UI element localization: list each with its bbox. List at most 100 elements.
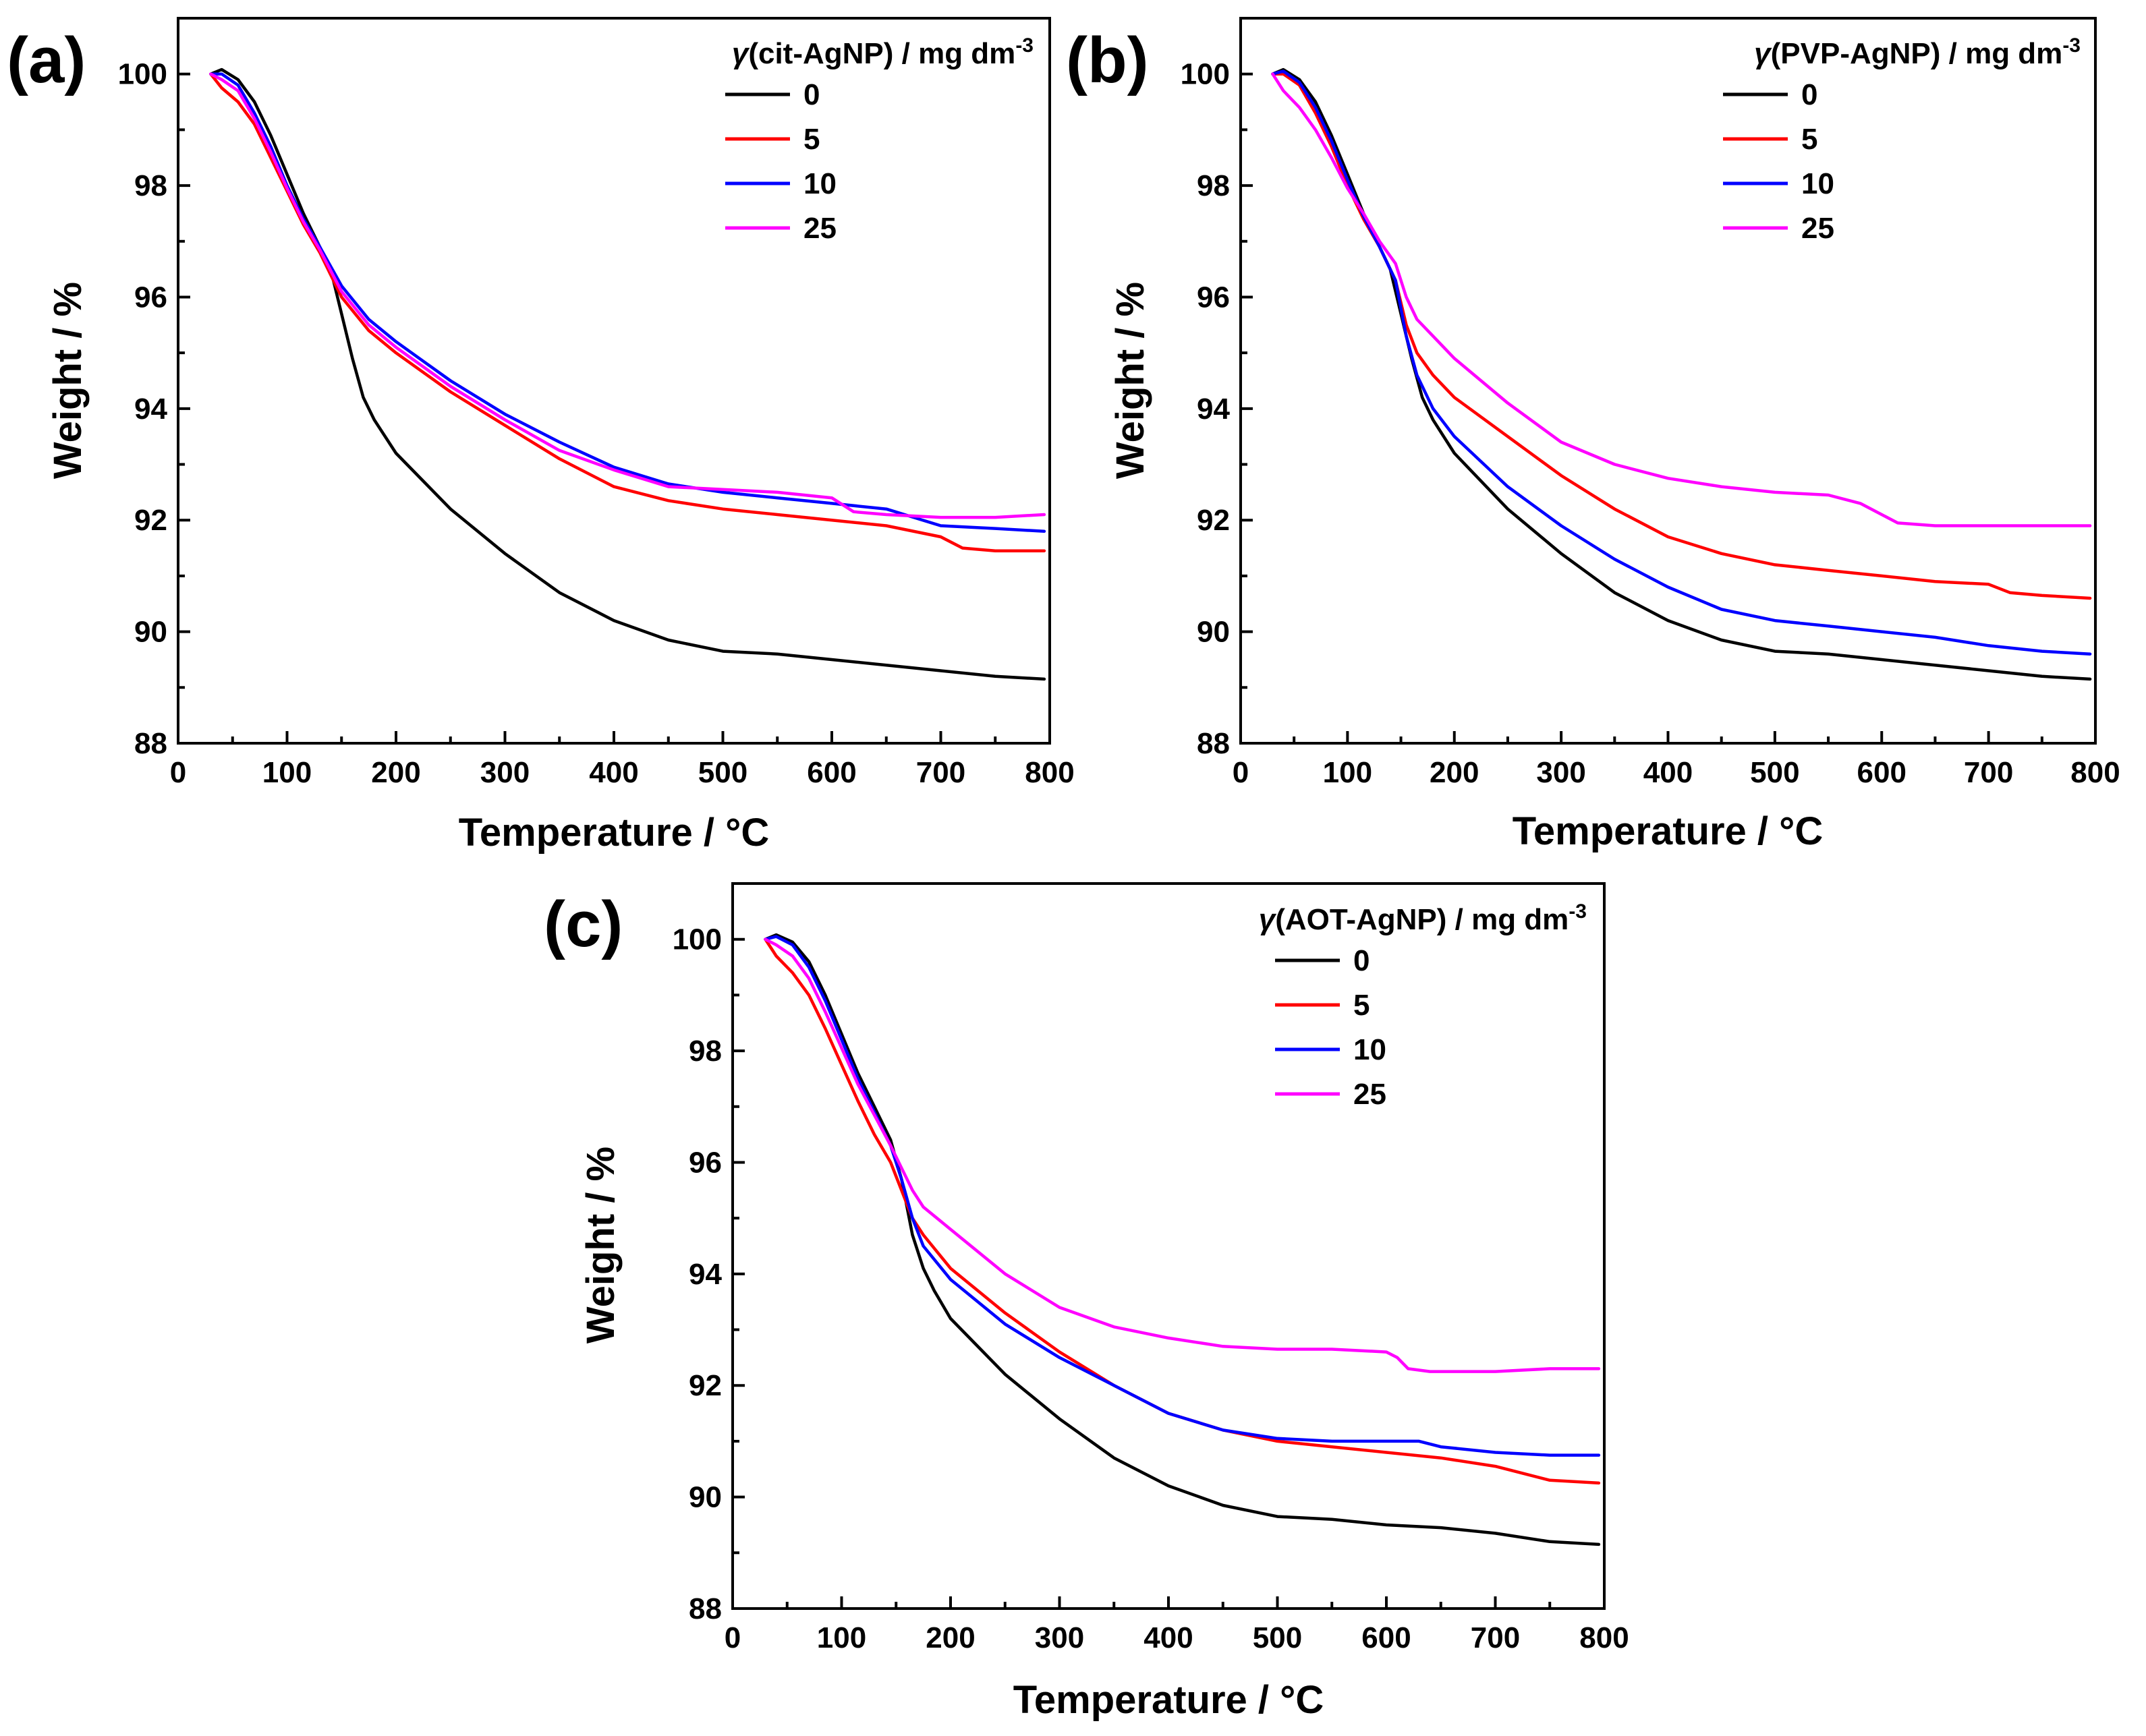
y-tick-label-b: 96 <box>1197 281 1230 314</box>
plot-frame-a <box>177 17 1051 745</box>
x-tick-label-a: 700 <box>916 756 965 789</box>
x-tick-label-c: 800 <box>1579 1621 1629 1654</box>
x-tick-label-b: 100 <box>1323 756 1372 789</box>
legend-label-b-5: 5 <box>1801 123 1817 156</box>
y-tick-label-a: 92 <box>134 504 167 537</box>
x-tick-label-a: 200 <box>371 756 420 789</box>
x-tick-label-b: 400 <box>1643 756 1693 789</box>
x-tick-label-c: 100 <box>817 1621 866 1654</box>
y-tick-label-b: 94 <box>1197 393 1230 426</box>
y-tick-label-b: 88 <box>1197 727 1230 760</box>
series-c-10 <box>764 935 1601 1457</box>
panel-label-b: (b) <box>1066 24 1149 96</box>
x-tick-label-a: 100 <box>262 756 312 789</box>
legend-label-c-5: 5 <box>1353 989 1370 1022</box>
x-tick-label-c: 200 <box>926 1621 975 1654</box>
x-tick-label-a: 500 <box>698 756 747 789</box>
series-c-25 <box>764 937 1601 1373</box>
x-tick-label-b: 600 <box>1857 756 1907 789</box>
series-c-0 <box>764 933 1601 1546</box>
y-tick-label-a: 90 <box>134 616 167 649</box>
legend-gamma-b: γ <box>1754 37 1772 70</box>
y-tick-label-a: 94 <box>134 393 167 426</box>
legend-c: γ(AOT-AgNP) / mg dm-3 0 5 10 25 <box>1259 900 1587 1111</box>
x-tick-label-a: 400 <box>589 756 638 789</box>
series-b-10 <box>1271 69 2092 656</box>
x-axis-title-b: Temperature / °C <box>1513 809 1823 853</box>
series-b-25 <box>1271 72 2092 527</box>
legend-label-b-25: 25 <box>1801 212 1834 245</box>
legend-b: γ(PVP-AgNP) / mg dm-3 0 5 10 25 <box>1723 34 2081 245</box>
y-tick-label-c: 90 <box>689 1481 722 1514</box>
series-b-5 <box>1271 72 2092 600</box>
y-tick-label-b: 92 <box>1197 504 1230 537</box>
legend-title-exp-b: -3 <box>2062 34 2081 57</box>
y-tick-label-c: 94 <box>689 1258 722 1291</box>
plot-frame-b <box>1239 17 2097 745</box>
x-tick-label-c: 0 <box>725 1621 741 1654</box>
x-tick-label-c: 400 <box>1143 1621 1193 1654</box>
legend-title-a: γ(cit-AgNP) / mg dm-3 <box>732 34 1034 70</box>
y-axis-title-a: Weight / % <box>46 282 90 479</box>
y-tick-label-c: 98 <box>689 1035 722 1068</box>
x-tick-label-b: 800 <box>2070 756 2120 789</box>
x-axis-title-c: Temperature / °C <box>1013 1678 1324 1722</box>
x-tick-label-c: 600 <box>1361 1621 1411 1654</box>
panel-label-a: (a) <box>7 24 86 96</box>
y-tick-label-c: 100 <box>673 923 722 956</box>
y-tick-label-b: 98 <box>1197 169 1230 202</box>
legend-title-exp-c: -3 <box>1569 900 1587 923</box>
legend-label-c-25: 25 <box>1353 1078 1386 1111</box>
x-tick-label-b: 200 <box>1430 756 1479 789</box>
legend-label-a-5: 5 <box>803 123 820 156</box>
x-tick-label-c: 300 <box>1035 1621 1084 1654</box>
y-axis-title-c: Weight / % <box>579 1147 623 1343</box>
legend-label-c-0: 0 <box>1353 944 1370 977</box>
legend-label-a-25: 25 <box>803 212 837 245</box>
legend-title-text-b: (PVP-AgNP) / mg dm <box>1771 37 2063 70</box>
legend-label-b-10: 10 <box>1801 167 1834 200</box>
legend-title-exp-a: -3 <box>1015 34 1034 57</box>
legend-gamma-a: γ <box>732 37 750 70</box>
x-tick-label-c: 700 <box>1471 1621 1520 1654</box>
panel-c: (c) 0 100 200 300 400 500 600 700 80088909294969… <box>544 882 1629 1722</box>
x-tick-label-a: 600 <box>807 756 856 789</box>
series-a-5 <box>209 72 1046 552</box>
legend-label-a-10: 10 <box>803 167 837 200</box>
legend-gamma-c: γ <box>1259 903 1277 936</box>
series-a-0 <box>209 67 1046 681</box>
y-tick-label-b: 100 <box>1181 58 1230 91</box>
x-tick-label-a: 800 <box>1025 756 1074 789</box>
x-tick-label-a: 300 <box>480 756 530 789</box>
y-tick-label-a: 96 <box>134 281 167 314</box>
series-b-0 <box>1271 67 2092 681</box>
panel-b: (b) 0 100 200 300 400 500 600 700 80088909294969… <box>1066 17 2120 853</box>
x-tick-label-b: 700 <box>1964 756 2013 789</box>
x-tick-label-c: 500 <box>1253 1621 1302 1654</box>
legend-label-b-0: 0 <box>1801 78 1817 111</box>
legend-title-b: γ(PVP-AgNP) / mg dm-3 <box>1754 34 2081 70</box>
panel-label-c: (c) <box>544 888 623 960</box>
legend-title-text-a: (cit-AgNP) / mg dm <box>748 37 1015 70</box>
plot-frame-c <box>731 882 1606 1610</box>
y-axis-title-b: Weight / % <box>1108 282 1152 479</box>
y-tick-label-a: 100 <box>118 58 167 91</box>
legend-title-text-c: (AOT-AgNP) / mg dm <box>1275 903 1569 936</box>
legend-label-a-0: 0 <box>803 78 820 111</box>
x-tick-label-b: 500 <box>1750 756 1799 789</box>
legend-title-c: γ(AOT-AgNP) / mg dm-3 <box>1259 900 1587 936</box>
x-tick-label-a: 0 <box>170 756 186 789</box>
series-a-10 <box>209 72 1046 533</box>
y-tick-label-c: 92 <box>689 1369 722 1402</box>
y-tick-label-b: 90 <box>1197 616 1230 649</box>
series-c-5 <box>764 937 1601 1485</box>
x-tick-label-b: 0 <box>1233 756 1249 789</box>
series-a-25 <box>209 72 1046 519</box>
y-tick-label-a: 98 <box>134 169 167 202</box>
y-tick-label-a: 88 <box>134 727 167 760</box>
y-tick-label-c: 96 <box>689 1146 722 1179</box>
x-tick-label-b: 300 <box>1536 756 1585 789</box>
x-axis-title-a: Temperature / °C <box>459 811 769 855</box>
panel-a: (a) 0 100 200 300 400 500 600 700 80088909294969… <box>7 17 1075 855</box>
